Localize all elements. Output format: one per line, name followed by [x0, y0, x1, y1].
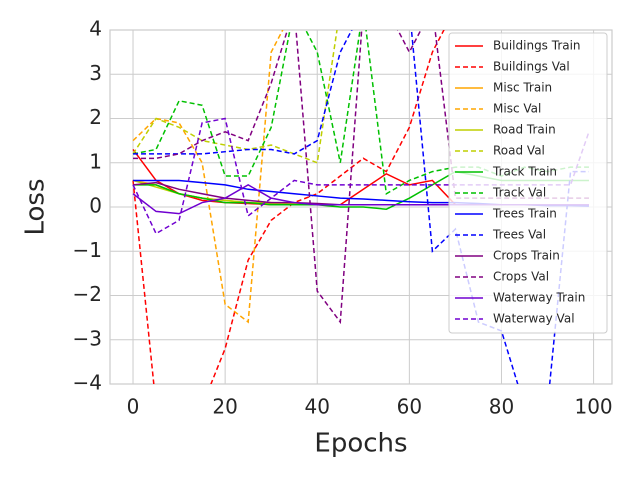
legend-label: Crops Val: [493, 270, 549, 284]
x-tick-label: 60: [397, 395, 422, 419]
legend-label: Waterway Train: [493, 291, 585, 305]
legend-label: Road Train: [493, 123, 556, 137]
y-tick-label: 0: [89, 194, 102, 218]
y-tick-label: 1: [89, 149, 102, 173]
y-tick-label: 2: [89, 105, 102, 129]
legend-label: Road Val: [493, 144, 545, 158]
legend-label: Misc Val: [493, 102, 541, 116]
legend-label: Buildings Train: [493, 39, 581, 53]
x-tick-label: 40: [305, 395, 330, 419]
legend: Buildings Train Buildings Val Misc Train Mi…: [448, 32, 608, 334]
legend-label: Buildings Val: [493, 60, 570, 74]
legend-label: Track Val: [492, 186, 546, 200]
y-tick-label: −3: [73, 326, 102, 350]
x-tick-label: 20: [212, 395, 237, 419]
y-tick-label: 3: [89, 61, 102, 85]
legend-label: Trees Train: [492, 207, 557, 221]
series-line: [132, 30, 445, 384]
legend-label: Waterway Val: [493, 312, 575, 326]
legend-label: Trees Val: [492, 228, 546, 242]
y-axis-label: Loss: [21, 178, 51, 235]
legend-label: Misc Train: [493, 81, 552, 95]
legend-label: Crops Train: [493, 249, 560, 263]
x-tick-label: 0: [127, 395, 140, 419]
legend-label: Track Train: [492, 165, 557, 179]
legend-box: [448, 32, 608, 334]
series-line: [133, 30, 589, 384]
x-tick-label: 80: [489, 395, 514, 419]
y-tick-label: −1: [73, 238, 102, 262]
x-tick-label: 100: [574, 395, 612, 419]
y-tick-label: −2: [73, 282, 102, 306]
y-tick-label: 4: [89, 17, 102, 41]
y-tick-label: −4: [73, 371, 102, 395]
x-axis-label: Epochs: [314, 429, 407, 459]
